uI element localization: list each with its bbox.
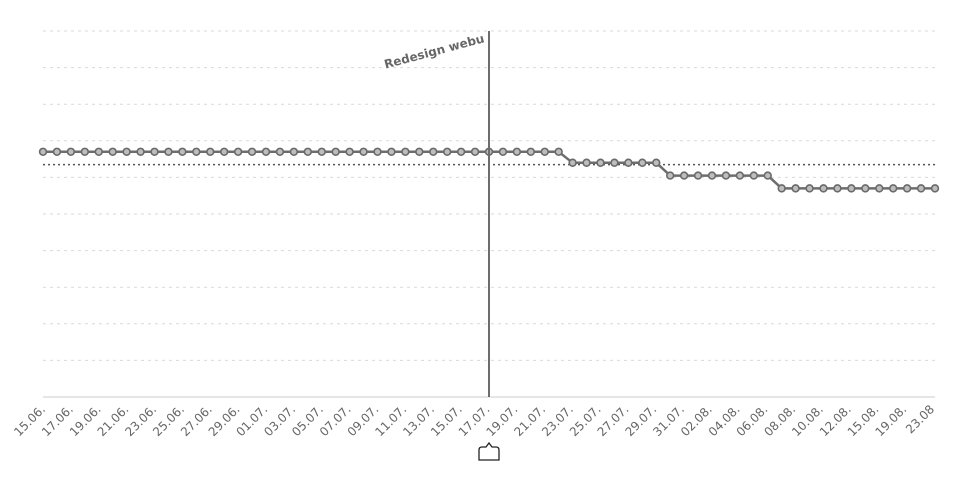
data-point[interactable]	[916, 184, 926, 193]
data-point[interactable]	[749, 171, 759, 180]
data-point[interactable]	[150, 147, 159, 156]
data-point[interactable]	[456, 147, 466, 156]
data-point[interactable]	[233, 147, 243, 156]
data-point[interactable]	[470, 147, 480, 156]
data-point[interactable]	[317, 147, 326, 156]
data-point[interactable]	[401, 147, 410, 156]
data-point[interactable]	[331, 147, 340, 156]
data-point[interactable]	[721, 171, 731, 180]
data-point[interactable]	[540, 147, 549, 156]
data-point[interactable]	[596, 158, 605, 167]
data-point[interactable]	[582, 158, 591, 167]
data-point[interactable]	[192, 147, 201, 156]
data-point[interactable]	[359, 147, 368, 156]
data-point[interactable]	[66, 147, 76, 156]
data-point[interactable]	[707, 171, 717, 180]
data-point[interactable]	[693, 171, 703, 180]
data-point[interactable]	[624, 158, 633, 167]
data-point[interactable]	[902, 184, 912, 193]
data-point[interactable]	[498, 147, 508, 156]
data-point[interactable]	[791, 184, 800, 193]
data-point[interactable]	[512, 147, 522, 156]
data-point[interactable]	[888, 184, 898, 193]
data-point[interactable]	[429, 147, 438, 156]
data-point[interactable]	[289, 147, 299, 156]
data-point[interactable]	[819, 184, 828, 193]
data-point[interactable]	[52, 147, 62, 156]
data-point[interactable]	[777, 184, 786, 193]
data-point[interactable]	[735, 171, 745, 180]
data-point[interactable]	[387, 147, 396, 156]
data-point[interactable]	[930, 184, 940, 193]
data-point[interactable]	[206, 147, 215, 156]
data-point[interactable]	[164, 147, 173, 156]
data-point[interactable]	[261, 147, 271, 156]
data-point[interactable]	[554, 147, 563, 156]
data-point[interactable]	[345, 147, 354, 156]
data-point[interactable]	[638, 158, 647, 167]
data-point[interactable]	[247, 147, 257, 156]
x-tick-label: 19.08.	[872, 402, 909, 439]
data-point[interactable]	[303, 147, 313, 156]
annotation-marker-icon[interactable]	[478, 441, 500, 461]
data-point[interactable]	[108, 147, 117, 156]
data-point[interactable]	[94, 147, 103, 156]
data-point[interactable]	[833, 184, 842, 193]
annotation-flag-icon[interactable]	[478, 441, 500, 461]
data-point[interactable]	[679, 171, 689, 180]
data-point[interactable]	[136, 147, 145, 156]
data-point[interactable]	[861, 184, 870, 193]
annotation-label: Redesign webu	[383, 31, 486, 71]
data-point[interactable]	[373, 147, 382, 156]
data-point[interactable]	[875, 184, 884, 193]
data-point[interactable]	[80, 147, 90, 156]
data-point[interactable]	[38, 147, 48, 156]
data-point[interactable]	[652, 158, 661, 167]
x-tick-labels: 15.06.17.06.19.06.21.06.23.06.25.06.27.0…	[11, 402, 937, 439]
x-tick-label: 23.08	[903, 402, 937, 436]
data-point[interactable]	[610, 158, 619, 167]
data-point[interactable]	[415, 147, 424, 156]
data-point[interactable]	[805, 184, 814, 193]
data-point[interactable]	[526, 147, 536, 156]
data-point[interactable]	[568, 158, 577, 167]
data-point[interactable]	[178, 147, 187, 156]
series-markers	[38, 147, 940, 193]
data-point[interactable]	[763, 171, 772, 180]
data-point[interactable]	[442, 147, 452, 156]
data-point[interactable]	[275, 147, 285, 156]
data-point[interactable]	[219, 147, 229, 156]
data-point[interactable]	[665, 171, 675, 180]
grid-lines	[43, 30, 935, 361]
data-point[interactable]	[847, 184, 856, 193]
data-point[interactable]	[122, 147, 131, 156]
